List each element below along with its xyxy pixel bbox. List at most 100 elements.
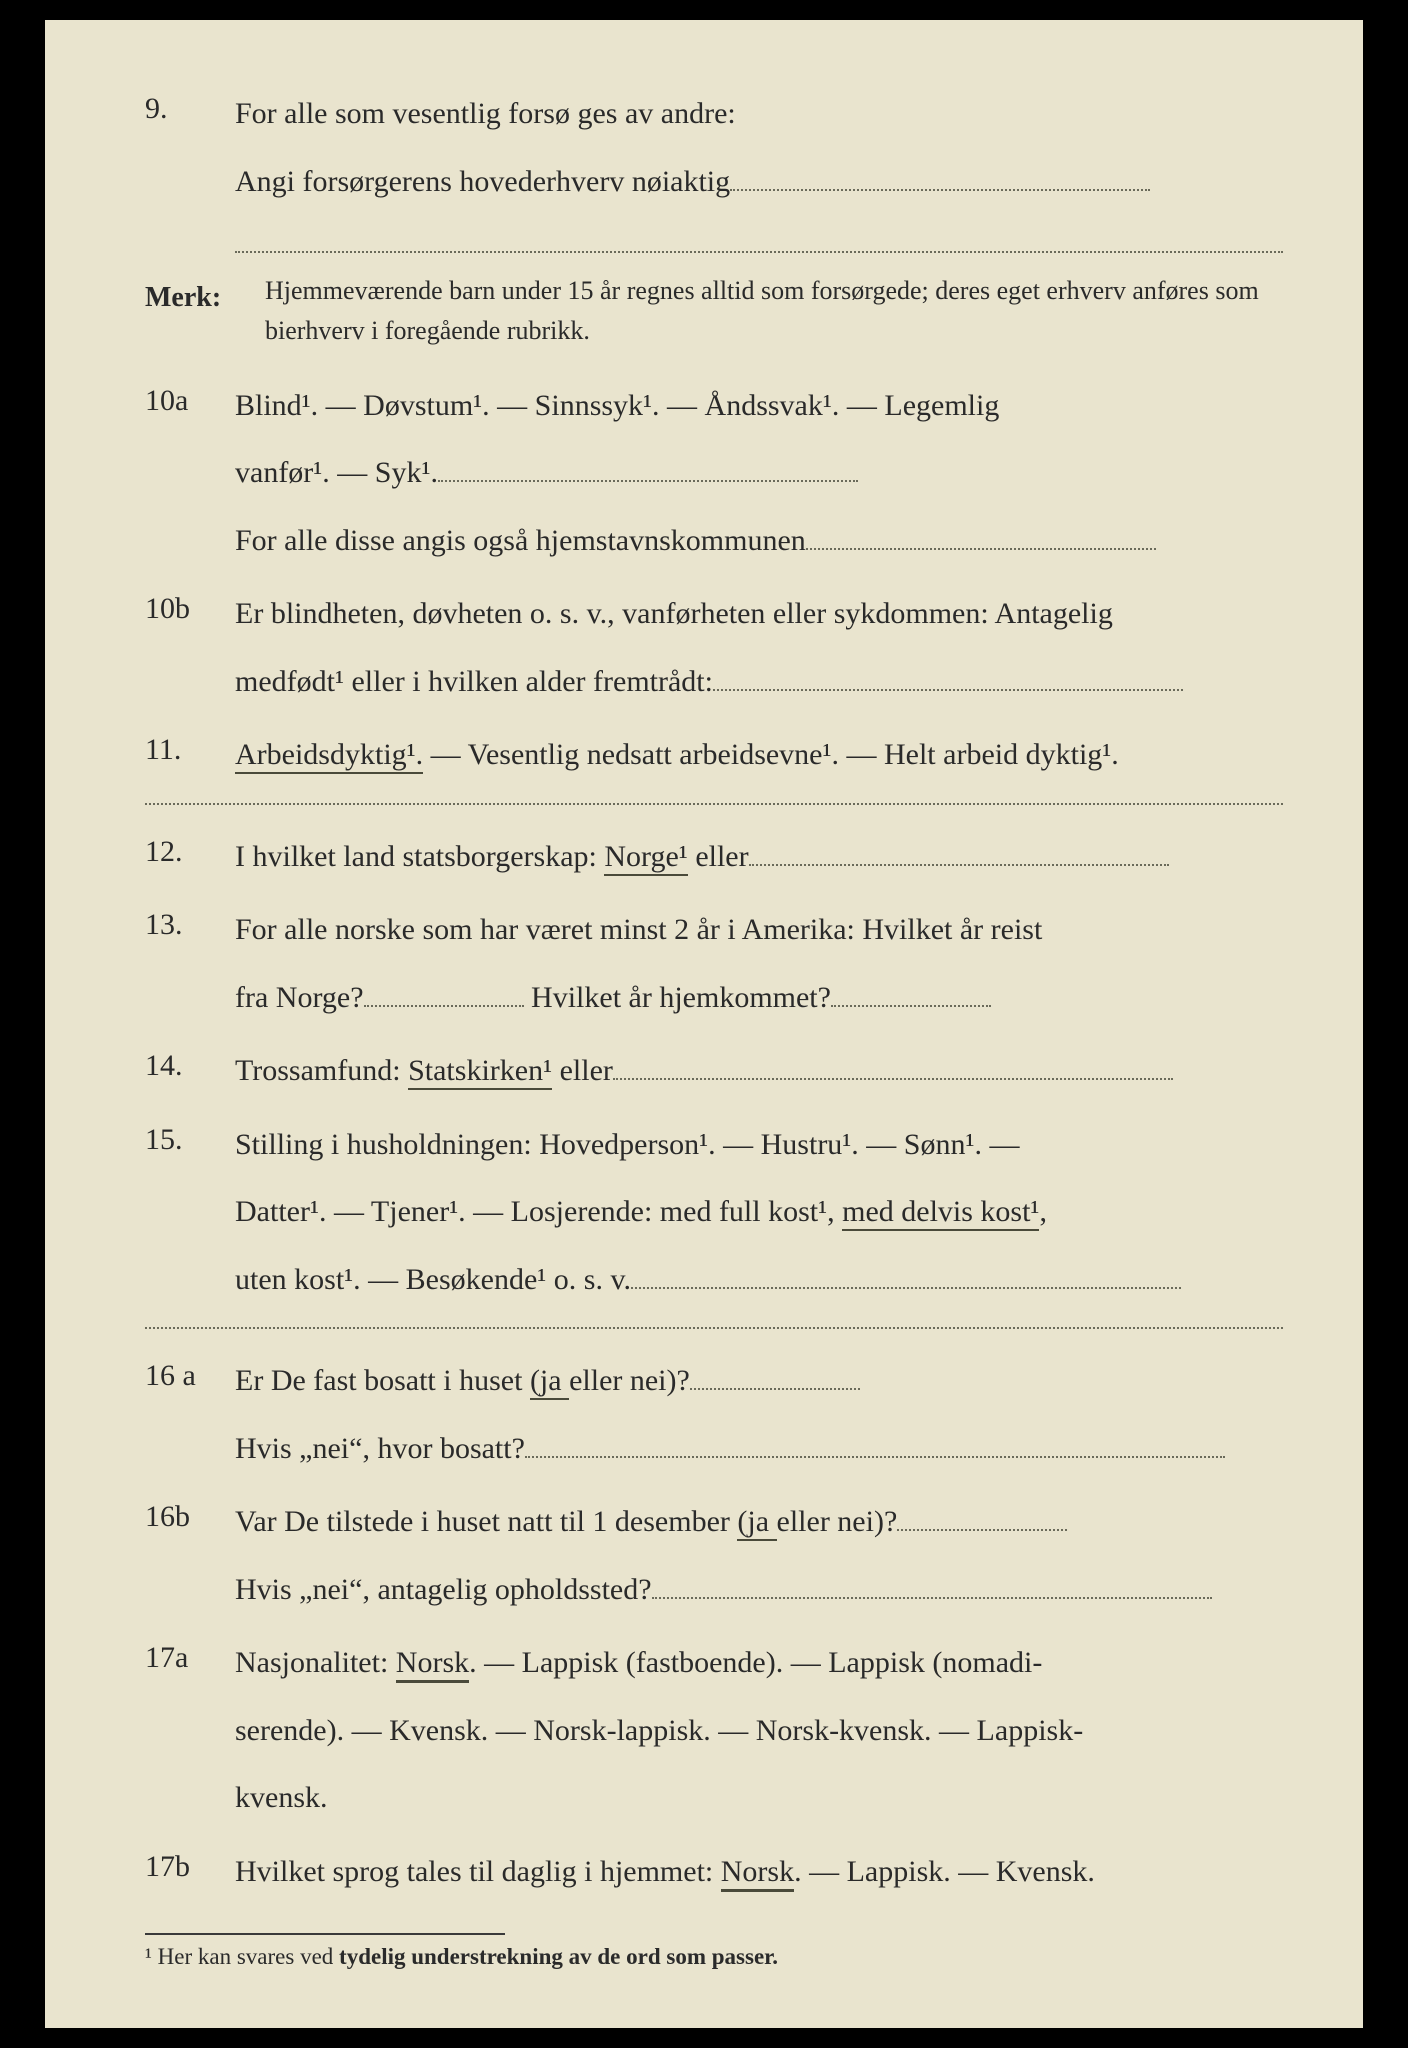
q16b-underlined: (ja bbox=[737, 1505, 776, 1541]
q17a-post: . — Lappisk (fastboende). — Lappisk (nom… bbox=[469, 1646, 1042, 1679]
q10b-line2: medfødt¹ eller i hvilken alder fremtrådt… bbox=[235, 648, 1283, 716]
fill-line bbox=[806, 548, 1156, 550]
q13-l2b: Hvilket år hjemkommet? bbox=[524, 981, 831, 1014]
q16a-l2: Hvis „nei“, hvor bosatt? bbox=[235, 1432, 525, 1465]
q13-l2a: fra Norge? bbox=[235, 981, 364, 1014]
q16b-body: Var De tilstede i huset natt til 1 desem… bbox=[235, 1488, 1283, 1623]
fill-line bbox=[897, 1529, 1067, 1531]
footnote-rule bbox=[145, 1933, 505, 1935]
q16a-line2: Hvis „nei“, hvor bosatt? bbox=[235, 1415, 1283, 1483]
question-15: 15. Stilling i husholdningen: Hovedperso… bbox=[145, 1111, 1283, 1314]
q10a-options-line1: Blind¹. — Døvstum¹. — Sinnssyk¹. — Åndss… bbox=[235, 372, 1283, 440]
q9-line2-text: Angi forsørgerens hovederhverv nøiaktig bbox=[235, 165, 730, 198]
fill-line bbox=[364, 1005, 524, 1007]
q10b-body: Er blindheten, døvheten o. s. v., vanfør… bbox=[235, 580, 1283, 715]
q9-body: For alle som vesentlig forsø ges av andr… bbox=[235, 80, 1283, 253]
q16b-number: 16b bbox=[145, 1488, 235, 1623]
fill-line bbox=[525, 1456, 1225, 1458]
q15-l2b: , bbox=[1039, 1195, 1047, 1228]
q16b-l2: Hvis „nei“, antagelig opholdssted? bbox=[235, 1573, 652, 1606]
question-14: 14. Trossamfund: Statskirken¹ eller bbox=[145, 1037, 1283, 1105]
question-10b: 10b Er blindheten, døvheten o. s. v., va… bbox=[145, 580, 1283, 715]
q16b-line2: Hvis „nei“, antagelig opholdssted? bbox=[235, 1556, 1283, 1624]
fill-line bbox=[749, 864, 1169, 866]
q15-body: Stilling i husholdningen: Hovedperson¹. … bbox=[235, 1111, 1283, 1314]
q13-body: For alle norske som har været minst 2 år… bbox=[235, 896, 1283, 1031]
q10b-number: 10b bbox=[145, 580, 235, 715]
q12-post: eller bbox=[688, 840, 749, 873]
q16b-l1a: Var De tilstede i huset natt til 1 desem… bbox=[235, 1505, 737, 1538]
merk-text: Hjemmeværende barn under 15 år regnes al… bbox=[265, 271, 1283, 352]
q15-l3: uten kost¹. — Besøkende¹ o. s. v. bbox=[235, 1263, 631, 1296]
merk-note: Merk: Hjemmeværende barn under 15 år reg… bbox=[145, 271, 1283, 352]
q16a-l1a: Er De fast bosatt i huset bbox=[235, 1364, 530, 1397]
q13-line1: For alle norske som har været minst 2 år… bbox=[235, 896, 1283, 964]
q11-number: 11. bbox=[145, 721, 235, 789]
question-13: 13. For alle norske som har været minst … bbox=[145, 896, 1283, 1031]
q14-underlined: Statskirken¹ bbox=[408, 1054, 552, 1090]
footnote: ¹ Her kan svares ved tydelig understrekn… bbox=[145, 1941, 1283, 1973]
q15-number: 15. bbox=[145, 1111, 235, 1314]
fill-line bbox=[831, 1005, 991, 1007]
question-17b: 17b Hvilket sprog tales til daglig i hje… bbox=[145, 1838, 1283, 1906]
q17b-body: Hvilket sprog tales til daglig i hjemmet… bbox=[235, 1838, 1283, 1906]
section-divider bbox=[145, 1327, 1283, 1329]
q9-line1: For alle som vesentlig forsø ges av andr… bbox=[235, 80, 1283, 148]
fill-line bbox=[690, 1388, 860, 1390]
q17a-number: 17a bbox=[145, 1629, 235, 1832]
q16b-l1b: eller nei)? bbox=[777, 1505, 898, 1538]
q10b-l2: medfødt¹ eller i hvilken alder fremtrådt… bbox=[235, 665, 713, 698]
question-16a: 16 a Er De fast bosatt i huset (ja eller… bbox=[145, 1347, 1283, 1482]
fill-line bbox=[730, 189, 1150, 191]
q17a-line2: serende). — Kvensk. — Norsk-lappisk. — N… bbox=[235, 1697, 1283, 1765]
question-10a: 10a Blind¹. — Døvstum¹. — Sinnssyk¹. — Å… bbox=[145, 372, 1283, 575]
q17a-line1: Nasjonalitet: Norsk. — Lappisk (fastboen… bbox=[235, 1629, 1283, 1697]
question-16b: 16b Var De tilstede i huset natt til 1 d… bbox=[145, 1488, 1283, 1623]
q16a-body: Er De fast bosatt i huset (ja eller nei)… bbox=[235, 1347, 1283, 1482]
q16a-number: 16 a bbox=[145, 1347, 235, 1482]
q17b-number: 17b bbox=[145, 1838, 235, 1906]
q10b-line1: Er blindheten, døvheten o. s. v., vanfør… bbox=[235, 580, 1283, 648]
question-9: 9. For alle som vesentlig forsø ges av a… bbox=[145, 80, 1283, 253]
q15-line3: uten kost¹. — Besøkende¹ o. s. v. bbox=[235, 1246, 1283, 1314]
q13-line2: fra Norge? Hvilket år hjemkommet? bbox=[235, 964, 1283, 1032]
q16a-underlined: (ja bbox=[530, 1364, 569, 1400]
q10a-l2a: vanfør¹. — Syk¹. bbox=[235, 456, 438, 489]
q14-number: 14. bbox=[145, 1037, 235, 1105]
q15-underlined: med delvis kost¹ bbox=[842, 1195, 1039, 1231]
q10a-line3: For alle disse angis også hjemstavnskomm… bbox=[235, 507, 1283, 575]
q16a-line1: Er De fast bosatt i huset (ja eller nei)… bbox=[235, 1347, 1283, 1415]
q10a-options-line2: vanfør¹. — Syk¹. bbox=[235, 439, 1283, 507]
q13-number: 13. bbox=[145, 896, 235, 1031]
q16a-l1b: eller nei)? bbox=[569, 1364, 690, 1397]
footnote-mark: ¹ bbox=[145, 1944, 152, 1969]
question-11: 11. Arbeidsdyktig¹. — Vesentlig nedsatt … bbox=[145, 721, 1283, 789]
q17a-pre: Nasjonalitet: bbox=[235, 1646, 396, 1679]
q14-post: eller bbox=[552, 1054, 613, 1087]
q12-body: I hvilket land statsborgerskap: Norge¹ e… bbox=[235, 823, 1283, 891]
footnote-bold: tydelig understrekning av de ord som pas… bbox=[339, 1944, 778, 1969]
q10a-body: Blind¹. — Døvstum¹. — Sinnssyk¹. — Åndss… bbox=[235, 372, 1283, 575]
q17a-line3: kvensk. bbox=[235, 1764, 1283, 1832]
q15-line2: Datter¹. — Tjener¹. — Losjerende: med fu… bbox=[235, 1178, 1283, 1246]
q12-pre: I hvilket land statsborgerskap: bbox=[235, 840, 604, 873]
q17a-body: Nasjonalitet: Norsk. — Lappisk (fastboen… bbox=[235, 1629, 1283, 1832]
q16b-line1: Var De tilstede i huset natt til 1 desem… bbox=[235, 1488, 1283, 1556]
fill-line bbox=[652, 1597, 1212, 1599]
q15-line1: Stilling i husholdningen: Hovedperson¹. … bbox=[235, 1111, 1283, 1179]
footnote-pre: Her kan svares ved bbox=[152, 1944, 339, 1969]
q17a-underlined: Norsk bbox=[396, 1646, 469, 1683]
fill-line bbox=[631, 1287, 1181, 1289]
q12-number: 12. bbox=[145, 823, 235, 891]
question-17a: 17a Nasjonalitet: Norsk. — Lappisk (fast… bbox=[145, 1629, 1283, 1832]
q9-number: 9. bbox=[145, 80, 235, 253]
q17b-underlined: Norsk bbox=[721, 1855, 794, 1892]
section-divider bbox=[145, 803, 1283, 805]
q10a-number: 10a bbox=[145, 372, 235, 575]
merk-label: Merk: bbox=[145, 271, 265, 352]
q17b-post: . — Lappisk. — Kvensk. bbox=[794, 1855, 1095, 1888]
q14-pre: Trossamfund: bbox=[235, 1054, 408, 1087]
q14-body: Trossamfund: Statskirken¹ eller bbox=[235, 1037, 1283, 1105]
q17b-pre: Hvilket sprog tales til daglig i hjemmet… bbox=[235, 1855, 721, 1888]
q9-line2: Angi forsørgerens hovederhverv nøiaktig bbox=[235, 148, 1283, 216]
